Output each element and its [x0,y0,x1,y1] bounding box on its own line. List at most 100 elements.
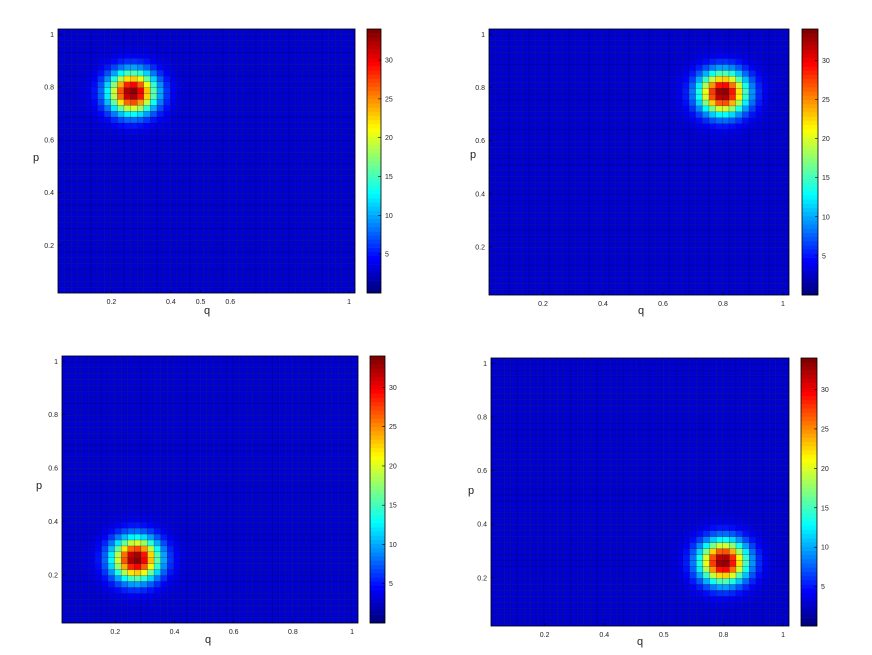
heatmap-cell [655,135,663,142]
heatmap-cell [682,147,690,154]
heatmap-cell [762,176,770,183]
heatmap-cell [196,157,204,165]
heatmap-cell [341,146,349,153]
heatmap-cell [130,146,138,153]
heatmap-cell [140,486,148,493]
heatmap-cell [582,288,590,296]
heatmap-cell [216,116,224,124]
heatmap-cell [735,241,743,248]
heatmap-cell [110,286,118,294]
heatmap-cell [183,69,191,77]
heatmap-cell [748,212,756,219]
heatmap-cell [335,234,343,241]
heatmap-cell [222,93,230,100]
heatmap-cell [688,141,696,148]
heatmap-cell [555,147,563,154]
heatmap-cell [222,210,230,217]
heatmap-cell [229,122,237,129]
heatmap-cell [502,182,510,189]
heatmap-cell [321,40,329,47]
heatmap-cell [582,147,590,154]
heatmap-cell [150,28,158,36]
heatmap-cell [775,111,783,118]
heatmap-cell [71,93,79,100]
heatmap-cell [328,75,336,83]
heatmap-cell [302,134,310,141]
heatmap-cell [288,69,296,77]
heatmap-cell [315,216,323,223]
heatmap-cell [203,157,211,165]
heatmap-cell [101,409,109,416]
heatmap-cell [170,134,178,141]
heatmap-cell [121,379,129,386]
heatmap-cell [602,288,610,296]
heatmap-cell [688,223,696,231]
heatmap-cell [275,28,283,36]
colorbar-swatch [802,62,818,67]
heatmap-cell [150,52,158,59]
heatmap-cell [582,64,590,71]
heatmap-cell [143,64,151,71]
heatmap-cell [308,64,316,71]
heatmap-cell [742,105,750,112]
heatmap-cell [542,105,550,112]
x-tick-label: 0.5 [196,299,206,306]
heatmap-cell [153,415,161,422]
heatmap-cell [488,152,496,160]
heatmap-cell [153,462,161,469]
heatmap-cell [335,140,343,147]
heatmap-cell [668,123,676,130]
heatmap-cell [522,70,530,77]
heatmap-cell [134,367,142,375]
heatmap-cell [682,288,690,296]
colorbar-swatch [802,29,818,34]
colorbar-swatch [802,282,818,287]
heatmap-cell [236,222,244,229]
heatmap-cell [515,99,523,107]
heatmap-cell [668,152,676,160]
heatmap-cell [222,140,230,147]
heatmap-cell [655,188,663,195]
heatmap-cell [140,510,148,517]
heatmap-cell [768,76,776,83]
heatmap-cell [189,222,197,229]
heatmap-cell [682,58,690,65]
heatmap-cell [762,105,770,112]
heatmap-cell [203,28,211,36]
heatmap-cell [782,135,790,142]
heatmap-cell [308,281,316,288]
heatmap-cell [134,551,142,558]
heatmap-cell [515,111,523,118]
heatmap-cell [203,163,211,171]
heatmap-cell [88,557,96,564]
heatmap-cell [209,163,217,171]
heatmap-cell [61,575,69,582]
heatmap-cell [156,251,164,259]
heatmap-cell [170,245,178,253]
heatmap-cell [708,158,716,166]
heatmap-cell [548,158,556,166]
heatmap-cell [236,234,244,241]
heatmap-cell [515,182,523,189]
heatmap-cell [335,93,343,100]
heatmap-cell [302,228,310,235]
heatmap-cell [735,117,743,124]
heatmap-cell [295,187,303,194]
heatmap-cell [189,40,197,47]
heatmap-cell [90,157,98,165]
heatmap-cell [156,245,164,253]
colorbar-swatch [802,157,818,163]
heatmap-cell [308,275,316,282]
heatmap-cell [117,175,125,182]
heatmap-cell [728,235,736,243]
heatmap-cell [130,198,138,206]
heatmap-cell [216,269,224,276]
heatmap-cell [97,210,105,217]
heatmap-cell [755,99,763,107]
heatmap-cell [249,93,257,100]
colorbar-swatch [802,286,818,292]
heatmap-cell [748,253,756,260]
heatmap-cell [588,235,596,243]
heatmap-cell [562,170,570,178]
